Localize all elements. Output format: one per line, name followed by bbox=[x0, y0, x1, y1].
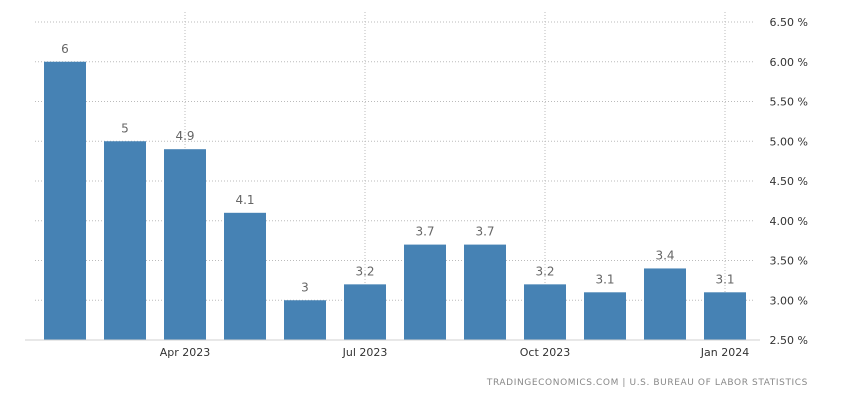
bar bbox=[584, 292, 626, 340]
y-tick-label: 4.50 % bbox=[770, 175, 808, 188]
data-label: 6 bbox=[61, 42, 69, 56]
data-label: 3 bbox=[301, 280, 309, 294]
x-tick-label: Jan 2024 bbox=[700, 346, 749, 359]
y-tick-label: 2.50 % bbox=[770, 334, 808, 347]
data-label: 3.2 bbox=[355, 264, 374, 278]
source-credit: TRADINGECONOMICS.COM | U.S. BUREAU OF LA… bbox=[486, 378, 808, 388]
y-tick-label: 5.00 % bbox=[770, 135, 808, 148]
y-tick-label: 3.50 % bbox=[770, 255, 808, 268]
bar bbox=[464, 244, 506, 340]
data-label: 3.1 bbox=[595, 272, 614, 286]
x-axis: Apr 2023 Jul 2023 Oct 2023 Jan 2024 bbox=[25, 339, 760, 359]
data-label: 3.2 bbox=[535, 264, 554, 278]
data-labels-layer: 6 5 4.9 4.1 3 3.2 3.7 3.7 3.2 3.1 3.4 3.1 bbox=[61, 42, 734, 295]
data-label: 4.1 bbox=[235, 193, 254, 207]
bar bbox=[224, 212, 266, 340]
data-label: 3.7 bbox=[415, 225, 434, 239]
y-tick-label: 6.50 % bbox=[770, 16, 808, 29]
y-tick-label: 6.00 % bbox=[770, 56, 808, 69]
data-label: 5 bbox=[121, 121, 129, 135]
bar bbox=[524, 284, 566, 340]
bar bbox=[44, 61, 86, 340]
data-label: 3.4 bbox=[655, 248, 674, 262]
y-tick-label: 5.50 % bbox=[770, 96, 808, 109]
bar bbox=[404, 244, 446, 340]
bar bbox=[644, 268, 686, 340]
bars-layer bbox=[44, 61, 746, 340]
data-label: 3.7 bbox=[475, 225, 494, 239]
x-tick-label: Oct 2023 bbox=[520, 346, 571, 359]
bar bbox=[704, 292, 746, 340]
bar bbox=[164, 149, 206, 340]
bar bbox=[284, 300, 326, 340]
x-tick-label: Apr 2023 bbox=[160, 346, 211, 359]
bar bbox=[344, 284, 386, 340]
y-tick-label: 3.00 % bbox=[770, 294, 808, 307]
y-tick-label: 4.00 % bbox=[770, 215, 808, 228]
data-label: 4.9 bbox=[175, 129, 194, 143]
bar bbox=[104, 141, 146, 340]
data-label: 3.1 bbox=[715, 272, 734, 286]
x-tick-label: Jul 2023 bbox=[342, 346, 388, 359]
y-axis: 2.50 % 3.00 % 3.50 % 4.00 % 4.50 % 5.00 % 5.50… bbox=[770, 16, 808, 347]
